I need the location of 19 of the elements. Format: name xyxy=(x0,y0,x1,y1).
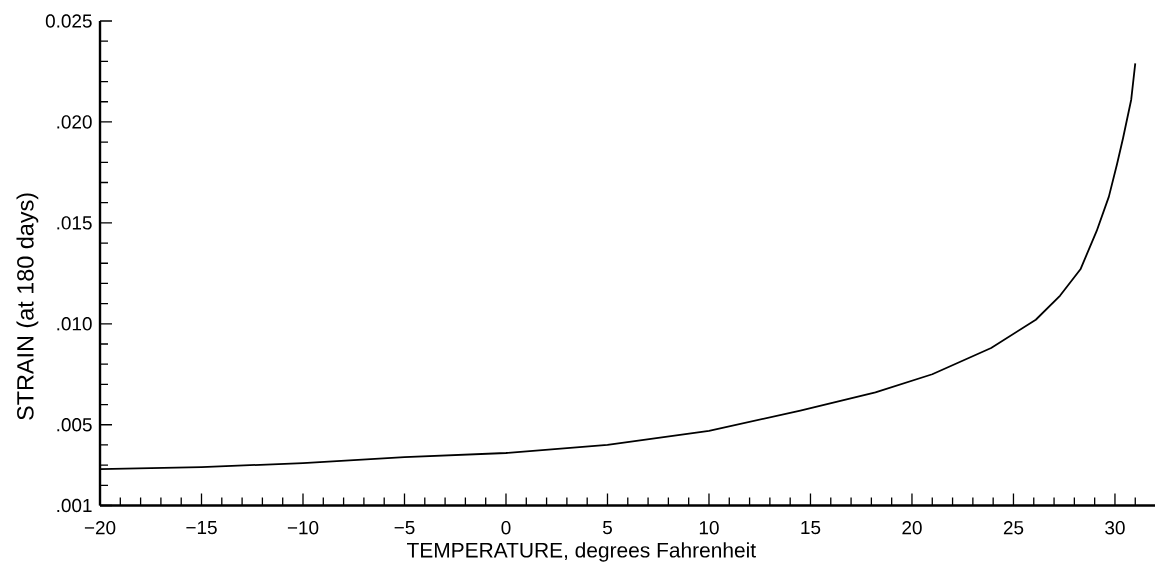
y-tick-label: .020 xyxy=(57,115,92,129)
x-tick-label: −15 xyxy=(186,521,217,535)
x-tick-label: −10 xyxy=(287,521,319,535)
y-tick-label: 0.025 xyxy=(45,14,92,28)
x-tick-label: 5 xyxy=(602,521,612,535)
x-tick-label: 0 xyxy=(501,521,511,535)
y-axis-title: STRAIN (at 180 days) xyxy=(16,193,39,420)
x-tick-label: 25 xyxy=(1003,521,1024,535)
y-tick-label: .015 xyxy=(57,216,92,230)
y-tick-label: .005 xyxy=(57,418,92,432)
y-tick-label: .010 xyxy=(57,317,92,331)
x-tick-label: −5 xyxy=(394,521,415,535)
x-tick-label: −20 xyxy=(84,521,116,535)
x-axis-title: TEMPERATURE, degrees Fahrenheit xyxy=(407,542,756,562)
x-tick-label: 20 xyxy=(902,521,922,535)
y-tick-label: .001 xyxy=(57,498,92,513)
x-tick-label: 30 xyxy=(1105,521,1125,535)
x-tick-label: 10 xyxy=(699,521,719,535)
x-tick-label: 15 xyxy=(801,521,821,535)
